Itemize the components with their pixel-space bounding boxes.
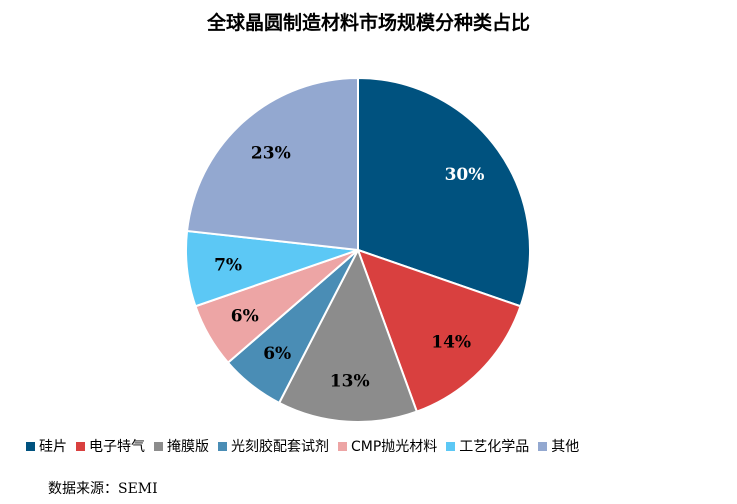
legend-item: CMP抛光材料 (338, 436, 437, 456)
source-note: 数据来源：SEMI (48, 481, 158, 497)
pie-slice (357, 76, 531, 308)
legend-label: 其他 (551, 439, 580, 455)
pie-chart: 30% 14% 13% 6%6% 7% 23% (185, 76, 531, 423)
legend-item: 掩膜版 (154, 436, 209, 456)
legend-item: 其他 (538, 436, 579, 456)
slice-data-label: 23% (251, 144, 291, 164)
legend-label: 工艺化学品 (459, 439, 530, 455)
legend-label: 掩膜版 (167, 439, 209, 455)
legend-swatch (538, 441, 548, 451)
legend-item: 光刻胶配套试剂 (218, 436, 329, 456)
slice-data-label: 30% (445, 165, 485, 185)
legend-swatch (26, 441, 35, 451)
slice-data-label: 13% (330, 371, 370, 391)
chart-title: 全球晶圆制造材料市场规模分种类占比 (206, 12, 530, 34)
pie-slice (185, 76, 359, 252)
pie-slice (356, 248, 522, 413)
legend-swatch (446, 441, 456, 451)
slice-data-label: 6% (263, 344, 291, 364)
legend-label: CMP抛光材料 (351, 439, 438, 455)
slice-data-label: 7% (214, 255, 242, 275)
legend: 硅片 电子特气 掩膜版 光刻胶配套试剂 CMP抛光材料 工艺化学品 其他 (26, 436, 588, 456)
slice-data-label: 14% (431, 333, 471, 353)
legend-label: 硅片 (39, 439, 67, 455)
legend-swatch (154, 441, 163, 451)
slice-data-label: 6% (231, 306, 259, 326)
legend-item: 工艺化学品 (446, 436, 529, 456)
legend-label: 光刻胶配套试剂 (231, 439, 329, 455)
legend-item: 硅片 (26, 436, 67, 456)
pie-slice (277, 247, 419, 423)
legend-swatch (338, 441, 347, 451)
legend-label: 电子特气 (89, 439, 145, 455)
legend-item: 电子特气 (76, 436, 145, 456)
legend-swatch (76, 441, 85, 451)
legend-swatch (218, 441, 227, 451)
